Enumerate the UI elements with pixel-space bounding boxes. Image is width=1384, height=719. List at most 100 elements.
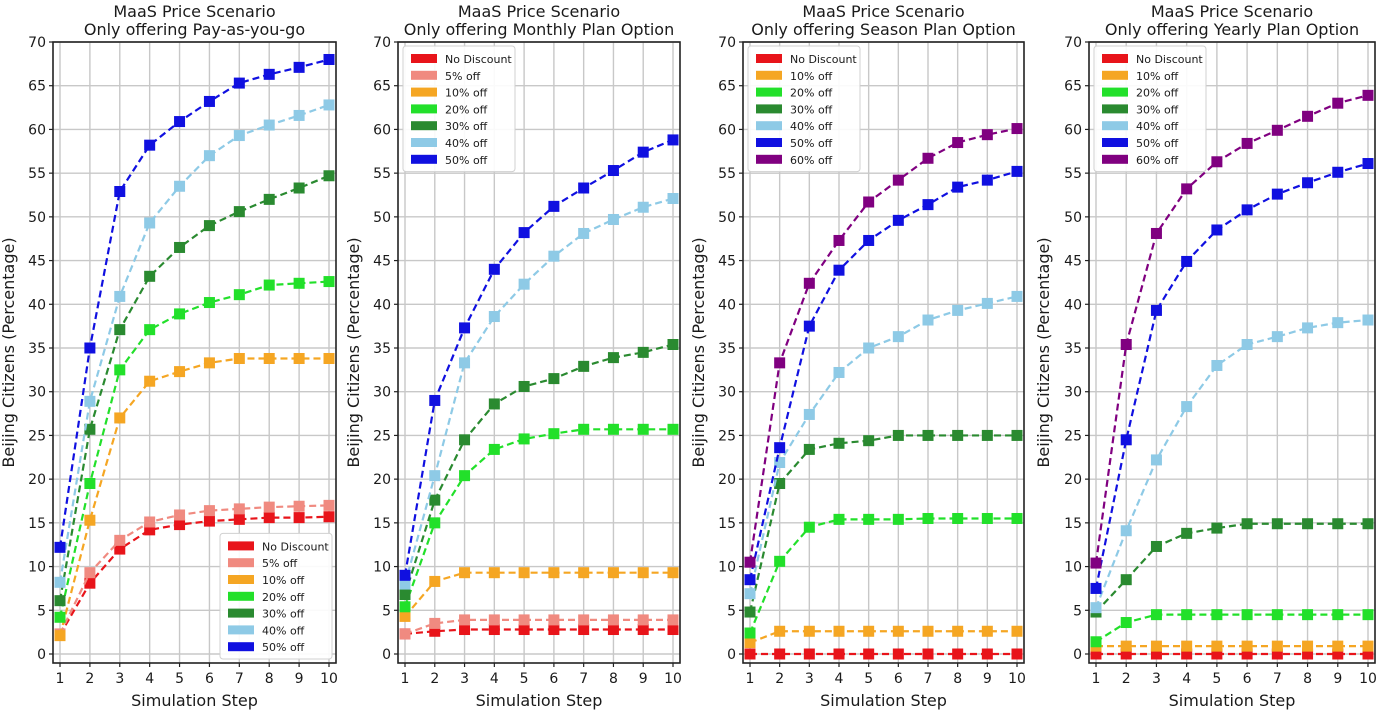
- series-group: [744, 123, 1023, 660]
- legend-item: 30% off: [1102, 103, 1179, 116]
- x-tick-label: 5: [1212, 671, 1221, 687]
- data-point: [54, 576, 66, 588]
- legend-item: 50% off: [411, 154, 488, 167]
- data-point: [637, 567, 649, 579]
- data-point: [1120, 525, 1132, 537]
- y-tick-label: 0: [382, 647, 391, 663]
- data-point: [488, 614, 500, 626]
- series-40-off: [399, 192, 679, 590]
- data-point: [1211, 156, 1223, 168]
- y-tick-label: 40: [28, 297, 46, 313]
- legend-swatch: [1102, 70, 1128, 80]
- data-point: [323, 276, 335, 288]
- data-point: [488, 567, 500, 579]
- x-tick-label: 1: [746, 671, 755, 687]
- legend-label: 30% off: [262, 608, 305, 621]
- data-point: [488, 263, 500, 275]
- data-point: [1362, 518, 1374, 530]
- data-point: [429, 394, 441, 406]
- data-point: [667, 423, 679, 435]
- x-tick-label: 7: [235, 671, 244, 687]
- data-point: [1211, 609, 1223, 621]
- data-point: [263, 119, 275, 131]
- series-20-off: [744, 512, 1023, 639]
- series-30-off: [54, 170, 335, 607]
- y-tick-label: 5: [382, 603, 391, 619]
- data-point: [1241, 648, 1253, 660]
- data-point: [54, 611, 66, 623]
- data-point: [144, 375, 156, 387]
- x-tick-label: 10: [320, 671, 338, 687]
- y-tick-label: 15: [28, 516, 46, 532]
- data-point: [952, 625, 964, 637]
- legend-label: 40% off: [445, 137, 488, 150]
- y-tick-label: 20: [28, 472, 46, 488]
- data-point: [952, 512, 964, 524]
- x-tick-label: 1: [1092, 671, 1101, 687]
- data-point: [459, 614, 471, 626]
- data-point: [114, 290, 126, 302]
- data-point: [1011, 123, 1023, 135]
- data-point: [578, 624, 590, 636]
- y-tick-label: 10: [1064, 560, 1082, 576]
- data-point: [203, 505, 215, 517]
- series-50-off: [399, 134, 679, 581]
- data-point: [922, 314, 934, 326]
- series-50-off: [54, 53, 335, 553]
- data-point: [114, 364, 126, 376]
- legend-swatch: [756, 154, 782, 164]
- legend-swatch: [1102, 87, 1128, 97]
- y-tick-label: 0: [37, 647, 46, 663]
- data-point: [607, 423, 619, 435]
- data-point: [84, 423, 96, 435]
- data-point: [922, 199, 934, 211]
- legend-label: 10% off: [1136, 70, 1179, 83]
- legend-swatch: [756, 104, 782, 114]
- legend-swatch: [756, 70, 782, 80]
- legend-item: 40% off: [1102, 120, 1179, 133]
- legend-swatch: [1102, 154, 1128, 164]
- data-point: [1011, 290, 1023, 302]
- data-point: [803, 320, 815, 332]
- x-tick-label: 9: [639, 671, 648, 687]
- data-point: [518, 278, 530, 290]
- legend: No Discount 10% off 20% off 30% off 40% off 5…: [747, 45, 861, 173]
- x-tick-label: 3: [1152, 671, 1161, 687]
- data-point: [803, 443, 815, 455]
- series-20-off: [1090, 609, 1374, 648]
- data-point: [1120, 640, 1132, 652]
- data-point: [203, 297, 215, 309]
- data-point: [144, 270, 156, 282]
- data-point: [922, 512, 934, 524]
- data-point: [744, 648, 756, 660]
- data-point: [637, 624, 649, 636]
- x-axis-label: Simulation Step: [1169, 691, 1296, 710]
- data-point: [548, 428, 560, 440]
- data-point: [833, 625, 845, 637]
- legend: No Discount 5% off 10% off 20% off 30% off 40…: [219, 532, 333, 660]
- data-point: [548, 567, 560, 579]
- y-axis-label: Beijing Citizens (Percentage): [0, 237, 18, 467]
- x-tick-label: 4: [835, 671, 844, 687]
- data-point: [429, 625, 441, 637]
- x-tick-label: 3: [115, 671, 124, 687]
- data-point: [863, 342, 875, 354]
- legend-item: 20% off: [228, 591, 305, 604]
- legend-item: 5% off: [228, 557, 298, 570]
- data-point: [203, 357, 215, 369]
- data-point: [429, 494, 441, 506]
- data-point: [667, 134, 679, 146]
- data-point: [323, 499, 335, 511]
- data-point: [578, 360, 590, 372]
- x-tick-label: 10: [1359, 671, 1377, 687]
- data-point: [84, 577, 96, 589]
- data-point: [981, 512, 993, 524]
- data-point: [1332, 518, 1344, 530]
- y-tick-label: 0: [727, 647, 736, 663]
- y-tick-label: 10: [373, 560, 391, 576]
- data-point: [952, 429, 964, 441]
- data-point: [863, 625, 875, 637]
- data-point: [174, 308, 186, 320]
- y-tick-label: 55: [718, 166, 736, 182]
- y-tick-label: 25: [28, 428, 46, 444]
